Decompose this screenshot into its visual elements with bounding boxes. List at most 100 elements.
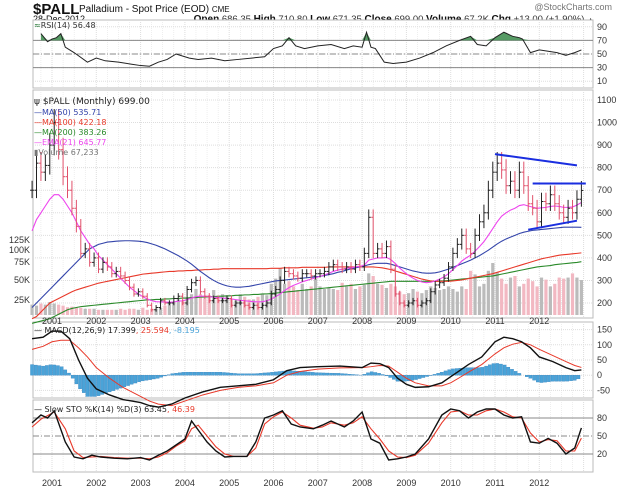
macd-legend: — MACD(12,26,9) 17.399, 25.594, -8.195 xyxy=(34,326,200,335)
volume-bar xyxy=(74,307,78,315)
macd-histogram-bar xyxy=(499,363,503,376)
volume-bar xyxy=(442,289,446,315)
macd-histogram-bar xyxy=(170,373,175,376)
macd-histogram-bar xyxy=(344,373,348,376)
volume-bar xyxy=(322,289,327,315)
macd-histogram-bar xyxy=(310,372,315,376)
volume-bar xyxy=(393,286,397,315)
x-axis-label-2004: 2004 xyxy=(175,316,195,326)
ma100-legend-text: MA(100) 422.18 xyxy=(42,118,107,127)
volume-bar xyxy=(433,287,437,315)
volume-bar xyxy=(127,308,132,315)
macd-histogram-bar xyxy=(414,375,418,380)
macd-histogram-bar xyxy=(159,375,164,378)
volume-bar xyxy=(83,308,87,315)
macd-histogram-bar xyxy=(381,374,385,376)
volume-bar xyxy=(513,276,517,315)
macd-histogram-bar xyxy=(421,375,426,378)
ema21-legend: —EMA(21) 645.77 xyxy=(34,138,107,147)
price-axis-tick: 1100 xyxy=(597,95,616,105)
macd-histogram-bar xyxy=(203,372,208,376)
ma200-legend: —MA(200) 383.26 xyxy=(34,128,107,137)
volume-bar xyxy=(336,290,340,315)
volume-bar xyxy=(105,309,109,315)
macd-axis-tick: 50 xyxy=(597,355,607,365)
volume-bar xyxy=(296,290,300,315)
volume-bar xyxy=(486,270,490,315)
macd-histogram-bar xyxy=(539,375,544,383)
x-axis-label-bottom-2012: 2012 xyxy=(529,478,549,488)
macd-line xyxy=(31,330,582,408)
volume-bar xyxy=(562,278,566,315)
macd-histogram-bar xyxy=(351,374,355,376)
sto-legend-d: , 46.39 xyxy=(166,405,195,414)
macd-histogram-bar xyxy=(491,363,496,376)
macd-histogram-bar xyxy=(141,375,145,382)
x-axis-label-2011: 2011 xyxy=(485,316,504,326)
trendline-2 xyxy=(528,219,578,231)
macd-histogram-bar xyxy=(333,373,337,376)
volume-bar xyxy=(548,286,552,315)
x-axis-label-bottom-2008: 2008 xyxy=(352,478,372,488)
instrument-name: Palladium - Spot Price (EOD) CME xyxy=(79,4,230,15)
macd-histogram-bar xyxy=(325,372,330,376)
macd-histogram-bar xyxy=(377,373,381,376)
macd-histogram-bar xyxy=(410,375,415,381)
macd-histogram-bar xyxy=(550,375,555,382)
macd-histogram-bar xyxy=(506,366,511,376)
volume-bar xyxy=(451,289,455,315)
macd-histogram-bar xyxy=(561,375,566,382)
ma200-line xyxy=(31,261,582,324)
macd-histogram-bar xyxy=(480,367,485,376)
volume-bar xyxy=(349,283,353,315)
macd-histogram-bar xyxy=(440,372,444,376)
volume-bar xyxy=(579,280,583,315)
volume-bar xyxy=(65,307,70,315)
macd-histogram-bar xyxy=(30,364,34,376)
x-axis-label-2001: 2001 xyxy=(42,316,62,326)
volume-bar xyxy=(39,303,43,315)
copyright: @StockCharts.com xyxy=(534,2,612,12)
volume-bar xyxy=(367,273,371,315)
macd-histogram-bar xyxy=(488,364,492,376)
ma50-line xyxy=(31,226,582,308)
macd-histogram-bar xyxy=(251,373,256,376)
x-axis-label-2009: 2009 xyxy=(396,316,416,326)
volume-axis-tick: 125K xyxy=(9,235,30,245)
macd-histogram-bar xyxy=(174,373,178,376)
sto-legend: — Slow STO %K(14) %D(3) 63.45, 46.39 xyxy=(34,405,195,414)
price-axis-tick: 1000 xyxy=(597,118,617,128)
macd-histogram-bar xyxy=(229,372,234,376)
macd-histogram-bar xyxy=(532,375,536,381)
volume-bar xyxy=(495,272,499,315)
x-axis-label-bottom-2011: 2011 xyxy=(485,478,504,488)
x-axis-label-bottom-2009: 2009 xyxy=(396,478,416,488)
volume-bar xyxy=(318,286,322,315)
volume-bar xyxy=(136,309,140,315)
volume-bar xyxy=(145,309,149,315)
macd-histogram-bar xyxy=(477,367,481,376)
volume-bar xyxy=(371,276,375,315)
macd-histogram-bar xyxy=(192,372,197,376)
macd-legend-hist: , -8.195 xyxy=(168,326,200,335)
x-axis-label-bottom-2005: 2005 xyxy=(219,478,239,488)
volume-bar xyxy=(30,304,34,315)
macd-histogram-bar xyxy=(63,369,68,376)
trendline-0 xyxy=(494,153,578,167)
macd-histogram-bar xyxy=(314,372,319,376)
macd-histogram-bar xyxy=(384,375,389,377)
macd-histogram-bar xyxy=(133,375,138,384)
x-axis-label-bottom-2004: 2004 xyxy=(175,478,195,488)
volume-bar xyxy=(141,307,145,315)
macd-histogram-bar xyxy=(177,372,182,376)
macd-histogram-bar xyxy=(536,375,540,383)
ma50-legend-text: MA(50) 535.71 xyxy=(42,108,102,117)
price-legend-text: $PALL (Monthly) 699.00 xyxy=(42,97,150,107)
volume-bar xyxy=(291,286,296,315)
macd-histogram-bar xyxy=(388,375,392,378)
macd-histogram-bar xyxy=(392,375,396,380)
ema21-line xyxy=(31,194,582,303)
macd-histogram-bar xyxy=(70,375,75,379)
volume-bar xyxy=(544,279,548,315)
macd-histogram-bar xyxy=(366,372,370,376)
